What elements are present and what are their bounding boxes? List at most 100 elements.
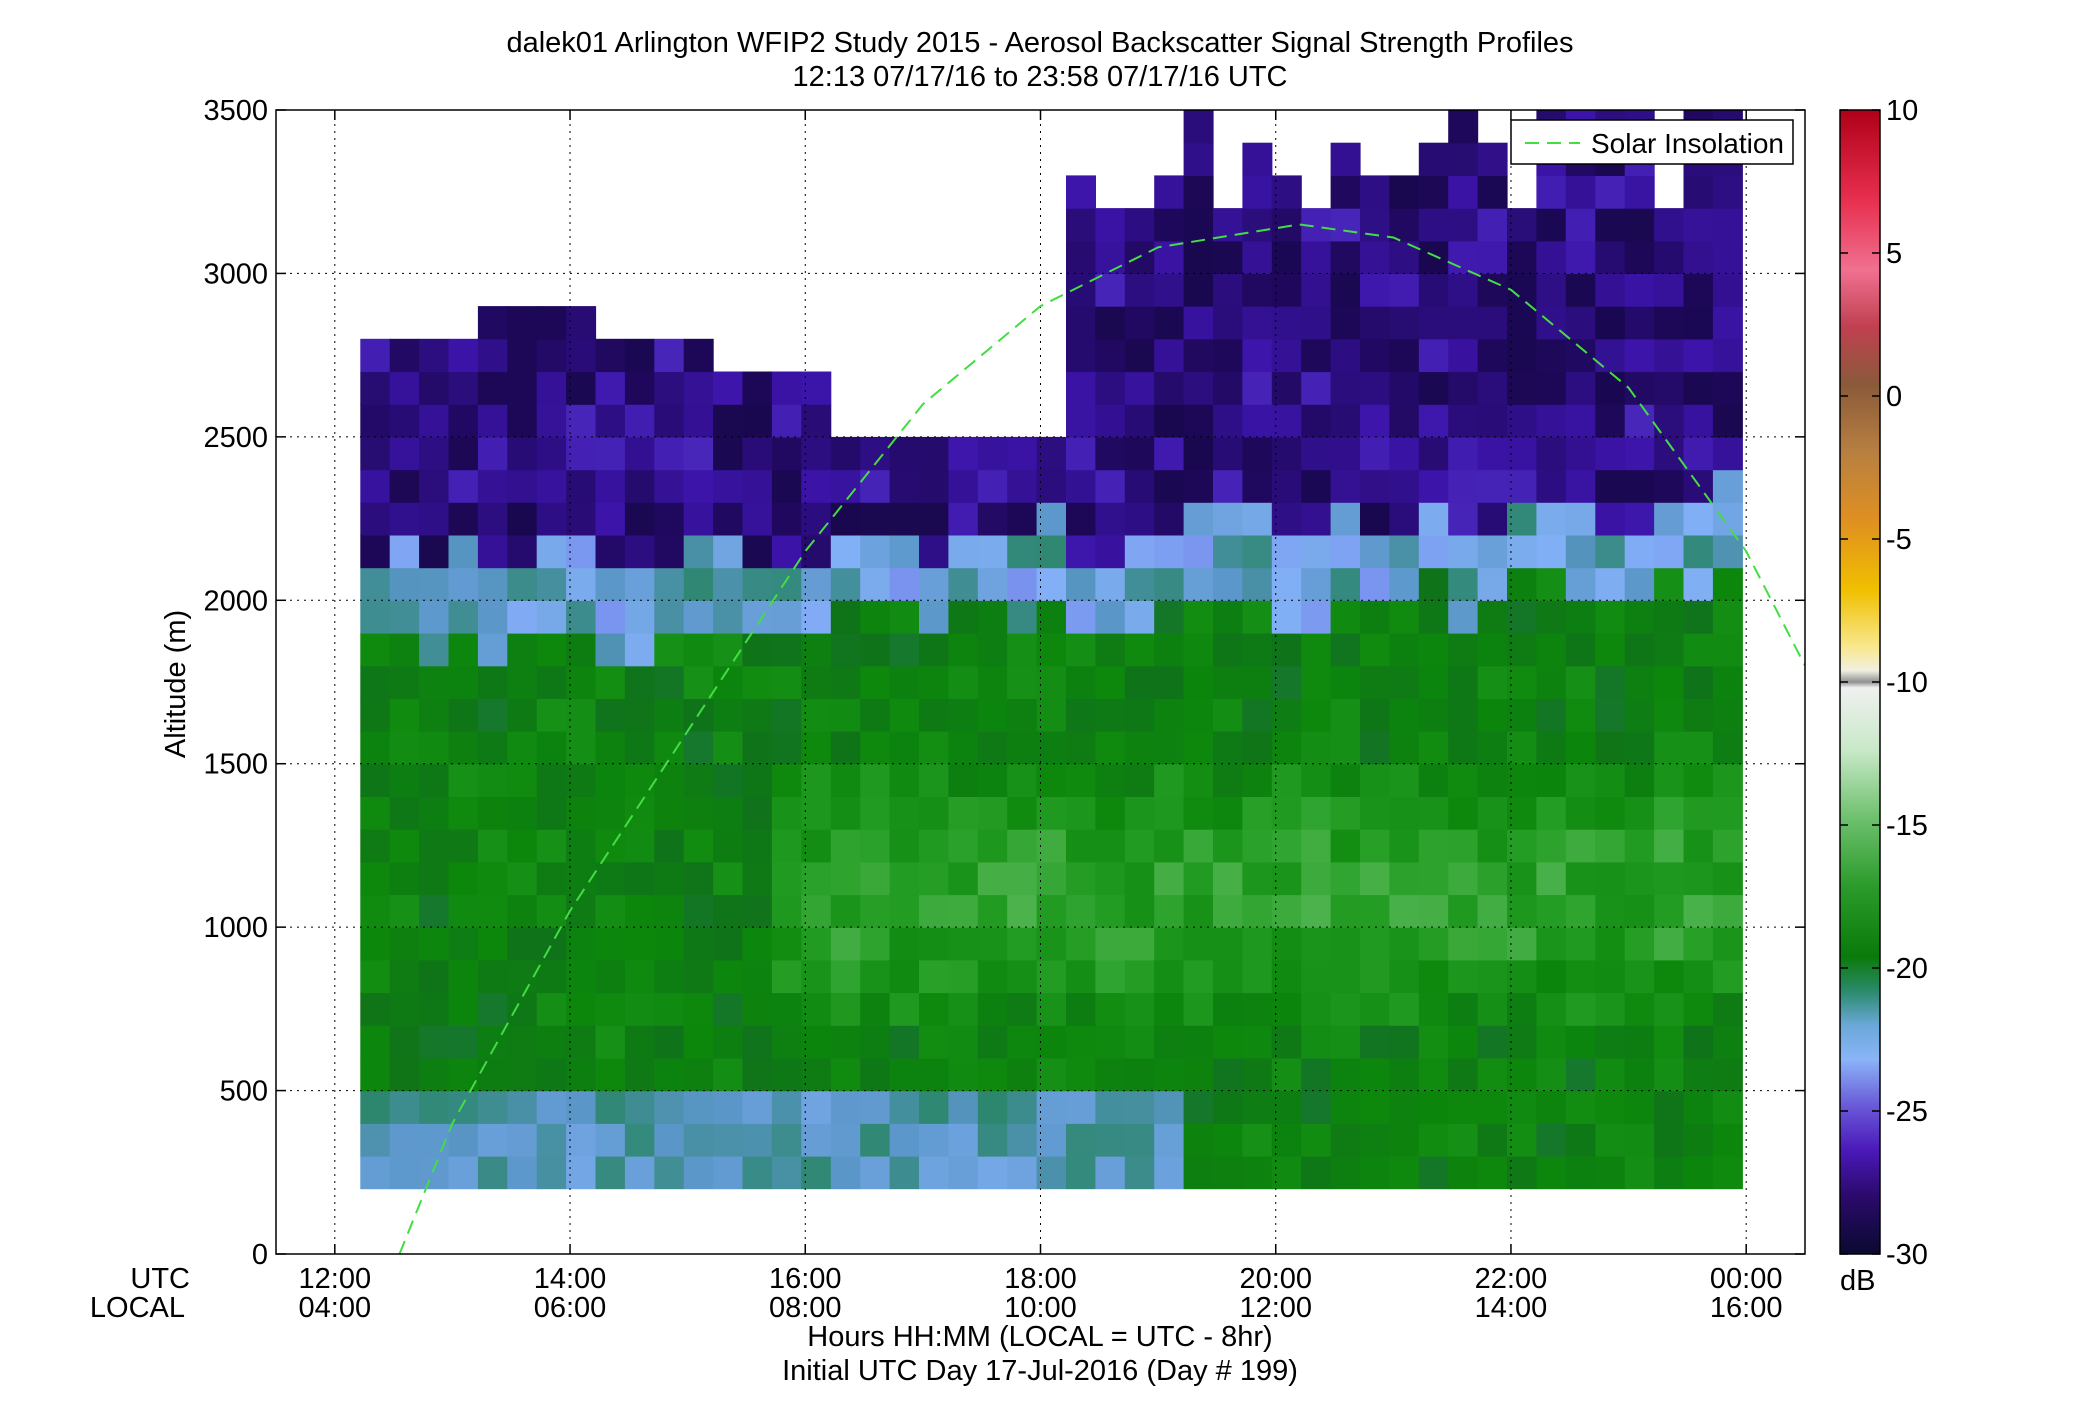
- heatmap-cell: [1007, 600, 1038, 634]
- heatmap-cell: [948, 1057, 979, 1092]
- heatmap-cell: [566, 633, 597, 667]
- heatmap-cell: [1565, 306, 1596, 340]
- heatmap-cell: [948, 665, 979, 699]
- heatmap-cell: [1036, 600, 1067, 634]
- heatmap-cell: [889, 861, 920, 896]
- heatmap-cell: [1124, 404, 1155, 438]
- heatmap-cell: [1213, 1123, 1243, 1157]
- heatmap-cell: [1095, 1090, 1126, 1124]
- heatmap-cell: [448, 763, 479, 797]
- heatmap-cell: [1183, 371, 1214, 405]
- heatmap-cell: [595, 404, 626, 438]
- heatmap-cell: [419, 698, 450, 732]
- heatmap-cell: [1536, 502, 1567, 536]
- heatmap-cell: [536, 502, 567, 536]
- heatmap-cell: [860, 861, 891, 896]
- heatmap-cell: [1624, 731, 1655, 765]
- heatmap-cell: [1360, 371, 1390, 405]
- heatmap-cell: [595, 927, 626, 961]
- heatmap-cell: [1536, 273, 1567, 307]
- heatmap-cell: [419, 1155, 450, 1190]
- x-tick-label-utc: 00:00: [1710, 1263, 1783, 1295]
- y-tick-label: 3500: [203, 95, 268, 127]
- heatmap-cell: [1301, 469, 1332, 503]
- heatmap-cell: [1448, 534, 1479, 569]
- heatmap-cell: [448, 1090, 479, 1124]
- heatmap-cell: [1624, 338, 1655, 373]
- heatmap-cell: [1712, 534, 1743, 569]
- heatmap-cell: [1712, 665, 1743, 699]
- heatmap-cell: [1654, 600, 1685, 634]
- heatmap-cell: [713, 469, 744, 503]
- heatmap-cell: [1301, 436, 1332, 471]
- heatmap-cell: [360, 894, 391, 928]
- heatmap-cell: [1360, 240, 1390, 274]
- heatmap-cell: [1624, 404, 1655, 438]
- heatmap-cell: [1213, 861, 1243, 896]
- heatmap-cell: [919, 698, 949, 732]
- heatmap-cell: [977, 600, 1008, 634]
- heatmap-cell: [1124, 1155, 1155, 1190]
- heatmap-cell: [1654, 404, 1685, 438]
- heatmap-cell: [1066, 306, 1096, 340]
- heatmap-cell: [1712, 338, 1743, 373]
- heatmap-cell: [1712, 829, 1743, 863]
- heatmap-cell: [477, 861, 508, 896]
- heatmap-cell: [1595, 1057, 1626, 1092]
- heatmap-cell: [1066, 796, 1096, 830]
- heatmap-cell: [713, 665, 744, 699]
- heatmap-cell: [595, 959, 626, 994]
- heatmap-cell: [1036, 1123, 1067, 1157]
- heatmap-cell: [1007, 927, 1038, 961]
- heatmap-cell: [1242, 731, 1273, 765]
- heatmap-cell: [1654, 1025, 1685, 1059]
- heatmap-cell: [1654, 567, 1685, 601]
- heatmap-cell: [1154, 469, 1185, 503]
- heatmap-cell: [1624, 861, 1655, 896]
- heatmap-cell: [1301, 306, 1332, 340]
- heatmap-cell: [713, 502, 744, 536]
- heatmap-cell: [1183, 1155, 1214, 1190]
- heatmap-cell: [1536, 1090, 1567, 1124]
- heatmap-cell: [1330, 731, 1361, 765]
- heatmap-cell: [389, 1123, 420, 1157]
- y-tick-label: 2500: [203, 422, 268, 454]
- heatmap-cell: [507, 763, 538, 797]
- heatmap-cell: [1683, 567, 1714, 601]
- heatmap-cell: [477, 567, 508, 601]
- heatmap-cell: [977, 534, 1008, 569]
- heatmap-cell: [1712, 1090, 1743, 1124]
- heatmap-cell: [477, 1123, 508, 1157]
- heatmap-cell: [860, 698, 891, 732]
- heatmap-cell: [419, 404, 450, 438]
- heatmap-cell: [1624, 208, 1655, 242]
- heatmap-cell: [1448, 861, 1479, 896]
- heatmap-cell: [1066, 404, 1096, 438]
- heatmap-cell: [1271, 763, 1302, 797]
- heatmap-cell: [448, 861, 479, 896]
- heatmap-cell: [507, 534, 538, 569]
- heatmap-cell: [1036, 1057, 1067, 1092]
- heatmap-cell: [1360, 404, 1390, 438]
- heatmap-cell: [1360, 175, 1390, 209]
- heatmap-cell: [1389, 469, 1420, 503]
- heatmap-cell: [566, 338, 597, 373]
- heatmap-cell: [1565, 1057, 1596, 1092]
- heatmap-cell: [1448, 240, 1479, 274]
- heatmap-cell: [419, 731, 450, 765]
- heatmap-cell: [1036, 959, 1067, 994]
- heatmap-cell: [742, 1123, 773, 1157]
- heatmap-cell: [654, 1155, 685, 1190]
- heatmap-cell: [1565, 175, 1596, 209]
- heatmap-cell: [1477, 175, 1508, 209]
- heatmap-cell: [1624, 1090, 1655, 1124]
- heatmap-cell: [1271, 731, 1302, 765]
- heatmap-cell: [1565, 1090, 1596, 1124]
- heatmap-cell: [1360, 731, 1390, 765]
- heatmap-cell: [1477, 600, 1508, 634]
- heatmap-cell: [1036, 1025, 1067, 1059]
- heatmap-cell: [1301, 240, 1332, 274]
- heatmap-cell: [889, 698, 920, 732]
- heatmap-cell: [1448, 1123, 1479, 1157]
- heatmap-cell: [1565, 338, 1596, 373]
